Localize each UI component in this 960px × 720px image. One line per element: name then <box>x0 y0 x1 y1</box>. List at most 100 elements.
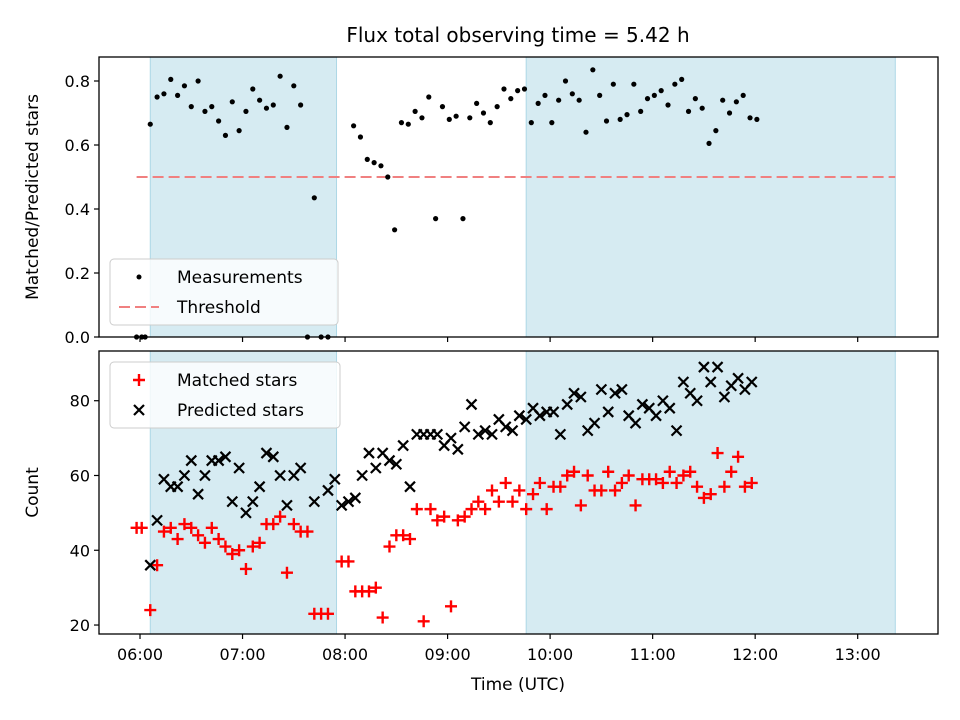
predicted-stars-point <box>636 398 649 411</box>
matched-stars-point <box>233 544 246 557</box>
measurement-point <box>439 104 446 110</box>
measurement-point <box>405 121 411 127</box>
matched-stars-point <box>711 447 724 460</box>
matched-stars-point <box>492 495 505 508</box>
matched-stars-point <box>465 503 478 516</box>
measurement-point <box>754 116 760 122</box>
predicted-stars-point <box>554 428 567 441</box>
measurement-point <box>392 227 398 233</box>
y-tick-label: 20 <box>70 616 90 635</box>
measurement-point <box>590 67 596 73</box>
matched-stars-point <box>431 514 444 527</box>
measurement-point <box>385 174 391 180</box>
matched-stars-point <box>499 476 512 489</box>
predicted-stars-point <box>650 409 662 422</box>
matched-stars-point <box>417 615 430 628</box>
measurement-point <box>480 110 487 116</box>
measurement-point <box>740 92 746 98</box>
matched-stars-point <box>595 484 608 497</box>
matched-stars-point <box>691 480 704 493</box>
matched-stars-point <box>157 525 170 538</box>
x-tick-label: 11:00 <box>630 645 676 664</box>
measurement-point <box>216 118 222 124</box>
predicted-stars-point <box>465 398 478 411</box>
matched-stars-point <box>246 540 259 553</box>
x-tick-label: 09:00 <box>425 645 471 664</box>
measurement-point <box>351 123 357 129</box>
x-tick-label: 08:00 <box>322 645 368 664</box>
predicted-stars-point <box>329 473 341 486</box>
predicted-stars-point <box>267 451 280 463</box>
y-tick-label: 60 <box>70 466 90 485</box>
predicted-stars-point <box>458 421 471 433</box>
measurement-point <box>378 163 384 169</box>
observing-intervals <box>149 56 896 338</box>
measurement-point <box>747 115 753 121</box>
legend-box <box>109 258 339 326</box>
legend: Matched stars Predicted stars <box>109 361 341 429</box>
measurement-point <box>209 104 215 110</box>
measurement-point <box>460 216 466 222</box>
measurement-point <box>371 160 377 166</box>
measurement-point <box>147 121 153 127</box>
predicted-stars-point <box>404 480 416 493</box>
legend: Measurements Threshold <box>109 258 339 326</box>
predicted-stars-point <box>219 451 232 463</box>
predicted-stars-point <box>520 413 532 426</box>
measurement-point <box>685 108 692 114</box>
matched-stars-point <box>725 465 738 478</box>
matched-stars-point <box>609 484 622 497</box>
x-tick-label: 07:00 <box>219 645 265 664</box>
measurement-point <box>651 92 657 98</box>
matched-stars-point <box>561 469 574 482</box>
measurement-point <box>364 156 370 162</box>
matched-stars-point <box>574 499 587 512</box>
matched-stars-point <box>520 503 533 516</box>
predicted-stars-point <box>718 391 731 403</box>
y-tick-label: 80 <box>70 392 90 411</box>
matched-stars-point <box>212 533 225 546</box>
matched-stars-point <box>397 529 410 542</box>
predicted-stars-point <box>698 361 710 373</box>
observing-interval-2 <box>525 56 896 338</box>
matched-stars-point <box>267 518 280 531</box>
matched-stars-point <box>663 465 676 478</box>
measurement-point <box>291 83 297 89</box>
legend-label-predicted: Predicted stars <box>177 401 304 421</box>
matched-stars-point <box>451 514 464 527</box>
measurement-point <box>562 78 569 84</box>
measurement-point <box>277 73 283 79</box>
matched-stars-point <box>732 450 745 463</box>
matched-stars-point <box>581 469 594 482</box>
predicted-stars-point <box>711 361 724 373</box>
matched-stars-point <box>650 473 663 486</box>
matched-stars-point <box>135 521 148 534</box>
matched-stars-point <box>178 518 191 531</box>
measurement-point <box>222 132 229 138</box>
matched-stars-point <box>321 607 334 620</box>
measurement-point <box>597 92 603 98</box>
matched-stars-point <box>164 521 177 534</box>
predicted-stars-point <box>561 398 573 411</box>
predicted-stars-point <box>602 406 614 418</box>
measurement-point <box>569 91 575 97</box>
measurement-point <box>508 96 514 102</box>
measurement-point <box>202 108 208 114</box>
predicted-stars-point <box>281 499 293 512</box>
predicted-stars-point <box>595 383 608 396</box>
matched-stars-point <box>226 547 239 560</box>
legend-marker-matched <box>133 374 145 386</box>
matched-stars-point <box>602 465 615 478</box>
measurement-point <box>706 140 712 146</box>
y-tick-label: 40 <box>70 541 90 560</box>
plot-frame <box>98 350 939 635</box>
predicted-stars-point <box>486 428 498 441</box>
matched-stars-point <box>738 480 751 493</box>
measurement-point <box>175 92 181 98</box>
matched-stars-point <box>513 484 526 497</box>
measurement-point <box>494 104 500 110</box>
predicted-stars-point <box>629 417 642 429</box>
measurement-point <box>726 110 733 116</box>
measurement-point <box>154 94 160 100</box>
